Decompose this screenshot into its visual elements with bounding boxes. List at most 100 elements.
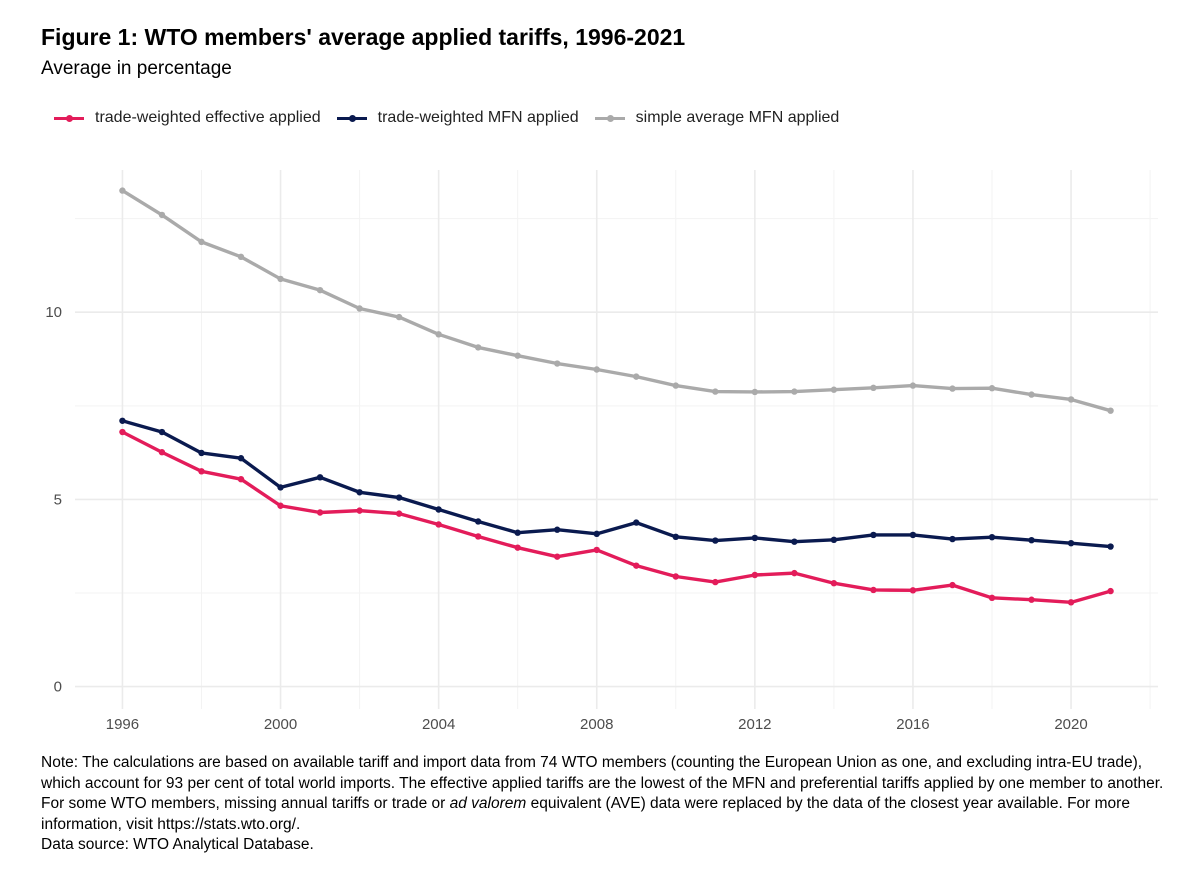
x-tick-label: 2012 — [738, 716, 771, 733]
data-point — [830, 536, 838, 544]
data-point — [158, 449, 166, 456]
data-point — [1067, 396, 1075, 403]
y-tick-label: 5 — [54, 491, 62, 508]
data-point — [593, 530, 600, 538]
data-point — [119, 428, 126, 436]
data-point — [672, 533, 679, 541]
data-point — [830, 386, 838, 393]
legend-key — [335, 109, 369, 127]
data-point — [198, 449, 205, 457]
x-tick-label: 2020 — [1054, 716, 1087, 733]
data-point — [316, 474, 324, 481]
data-point — [514, 529, 521, 536]
x-tick-label: 2004 — [422, 716, 455, 733]
data-point — [751, 388, 759, 396]
x-tick-label: 2000 — [264, 716, 297, 733]
data-point — [237, 475, 245, 483]
series-line — [121, 430, 1112, 605]
data-point — [474, 344, 482, 351]
data-point — [751, 571, 759, 579]
series-line — [121, 419, 1111, 549]
chart-note: Note: The calculations are based on avai… — [41, 753, 1171, 856]
data-point — [1107, 587, 1114, 595]
x-tick-label: 2008 — [580, 716, 613, 733]
legend-key — [52, 109, 86, 127]
data-point — [435, 506, 442, 513]
data-point — [356, 489, 363, 496]
data-point — [1067, 599, 1075, 606]
data-point — [988, 385, 996, 392]
data-point — [593, 366, 600, 373]
data-point — [672, 382, 679, 389]
data-point — [633, 373, 640, 380]
data-point — [435, 521, 442, 528]
data-point — [791, 569, 798, 577]
data-point — [1067, 539, 1075, 547]
data-point — [198, 468, 205, 475]
data-point — [633, 519, 640, 526]
data-point — [712, 388, 719, 395]
chart-title: Figure 1: WTO members' average applied t… — [41, 24, 686, 50]
legend-key — [593, 109, 627, 127]
note-text-2: equivalent (AVE) data were replaced by t… — [41, 795, 1130, 833]
note-text-1: Note: The calculations are based on avai… — [41, 754, 1164, 812]
data-point — [1028, 596, 1035, 603]
data-point — [395, 510, 403, 517]
data-point — [277, 502, 284, 509]
data-point — [751, 534, 759, 542]
data-point — [712, 537, 719, 544]
data-point — [514, 352, 521, 359]
data-point — [119, 187, 126, 194]
data-point — [633, 562, 640, 569]
data-point — [949, 385, 956, 392]
data-point — [1028, 391, 1035, 398]
legend: trade-weighted effective applied trade-w… — [52, 109, 853, 127]
y-tick-label: 10 — [45, 304, 62, 321]
data-point — [395, 313, 403, 321]
data-point — [593, 546, 600, 554]
data-point — [988, 594, 996, 602]
data-point — [672, 573, 679, 580]
data-point — [909, 587, 917, 594]
legend-item-simple: simple average MFN applied — [593, 109, 839, 127]
data-point — [909, 531, 917, 539]
chart-subtitle: Average in percentage — [41, 58, 232, 79]
data-point — [830, 580, 838, 587]
legend-label: trade-weighted effective applied — [95, 109, 321, 126]
data-point — [277, 484, 284, 491]
data-point — [949, 581, 956, 589]
data-point — [712, 578, 719, 586]
data-point — [316, 286, 324, 294]
x-tick-label: 2016 — [896, 716, 929, 733]
data-point — [870, 384, 877, 392]
data-point — [514, 544, 521, 551]
series-line — [121, 189, 1112, 413]
legend-label: trade-weighted MFN applied — [377, 109, 579, 126]
data-point — [909, 382, 917, 389]
data-point — [474, 533, 482, 540]
legend-item-mfn: trade-weighted MFN applied — [335, 109, 579, 127]
data-point — [277, 275, 284, 283]
data-point — [395, 494, 403, 501]
data-point — [791, 538, 798, 545]
data-point — [1028, 536, 1035, 544]
data-point — [554, 553, 561, 560]
data-point — [988, 533, 996, 541]
data-point — [554, 360, 561, 367]
data-point — [949, 535, 956, 543]
data-point — [870, 586, 877, 594]
data-point — [356, 507, 363, 514]
note-italic: ad valorem — [449, 795, 527, 812]
data-source: Data source: WTO Analytical Database. — [41, 836, 314, 853]
y-tick-label: 0 — [54, 679, 62, 696]
data-point — [119, 417, 126, 424]
data-point — [474, 518, 482, 525]
data-point — [1107, 543, 1114, 550]
data-point — [356, 305, 363, 312]
data-point — [237, 455, 245, 462]
data-point — [237, 253, 245, 261]
data-point — [158, 211, 166, 219]
data-point — [870, 531, 877, 539]
legend-item-effective: trade-weighted effective applied — [52, 109, 321, 127]
